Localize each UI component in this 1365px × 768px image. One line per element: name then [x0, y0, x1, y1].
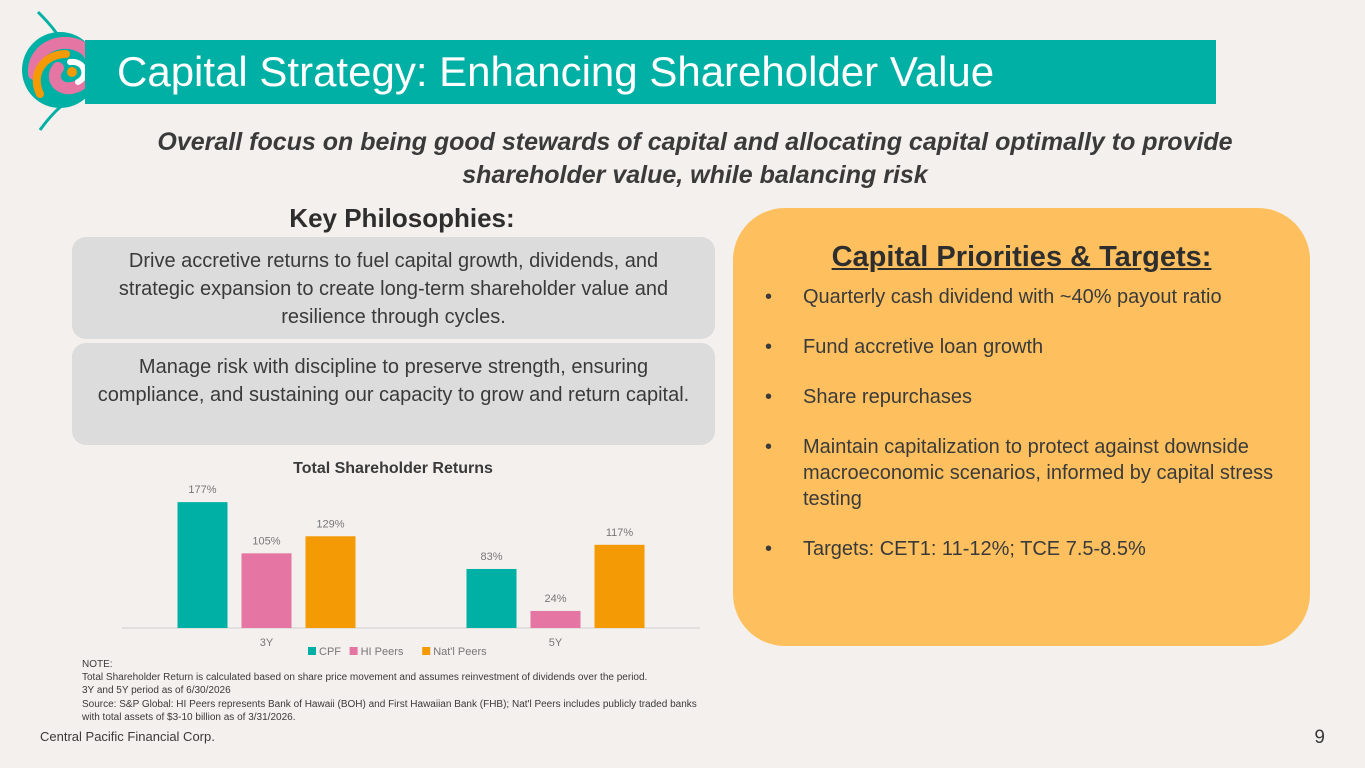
- priority-text: Fund accretive loan growth: [803, 336, 1044, 358]
- bullet-icon: •: [765, 336, 773, 358]
- priority-item: • Fund accretive loan growth: [765, 334, 1285, 360]
- priority-text: Share repurchases: [803, 386, 972, 408]
- priorities-list: • Quarterly cash dividend with ~40% payo…: [765, 284, 1285, 586]
- legend-label: CPF: [319, 646, 341, 658]
- x-tick-label: 5Y: [549, 637, 563, 649]
- bar: [530, 610, 581, 628]
- note-line: Total Shareholder Return is calculated b…: [82, 672, 648, 684]
- data-label: 105%: [252, 535, 280, 547]
- priority-item: • Share repurchases: [765, 384, 1285, 410]
- legend-swatch: [422, 647, 431, 655]
- priority-item: • Maintain capitalization to protect aga…: [765, 434, 1285, 512]
- note-line: NOTE:: [82, 659, 113, 670]
- data-label: 177%: [188, 484, 216, 496]
- chart-title: Total Shareholder Returns: [293, 460, 493, 477]
- tsr-bar-chart: Total Shareholder Returns 177% 105% 129% 3Y 8…: [122, 460, 700, 658]
- data-label: 129%: [316, 518, 344, 530]
- priorities-panel: Capital Priorities & Targets: • Quarterl…: [733, 208, 1310, 646]
- bar: [177, 502, 228, 628]
- legend-label: HI Peers: [361, 646, 404, 658]
- bar: [594, 544, 645, 628]
- legend-swatch: [308, 647, 316, 655]
- priorities-heading: Capital Priorities & Targets:: [831, 241, 1212, 273]
- priority-text: Maintain capitalization to protect again…: [803, 436, 1274, 510]
- bullet-icon: •: [765, 386, 773, 408]
- subtitle-line-2: shareholder value, while balancing risk: [462, 161, 928, 189]
- legend-swatch: [349, 647, 358, 655]
- footnote: NOTE: Total Shareholder Return is calcul…: [82, 658, 762, 724]
- title-bar: [85, 40, 1216, 104]
- subtitle: Overall focus on being good stewards of …: [110, 126, 1280, 192]
- priority-item: • Quarterly cash dividend with ~40% payo…: [765, 284, 1285, 310]
- priority-text: Quarterly cash dividend with ~40% payout…: [803, 286, 1222, 308]
- priority-text: Targets: CET1: 11-12%; TCE 7.5-8.5%: [803, 538, 1146, 560]
- philosophies-heading: Key Philosophies:: [289, 203, 515, 233]
- bar: [466, 568, 517, 628]
- data-label: 24%: [544, 593, 566, 605]
- philosophy-box-1: Drive accretive returns to fuel capital …: [72, 237, 715, 339]
- note-line: Source: S&P Global: HI Peers represents …: [82, 698, 697, 710]
- legend-label: Nat'l Peers: [433, 646, 487, 658]
- philosophy-box-2: Manage risk with discipline to preserve …: [72, 343, 715, 445]
- page-number: 9: [1314, 727, 1325, 748]
- bar: [241, 553, 292, 628]
- note-line: with total assets of $3-10 billion as of…: [82, 711, 296, 723]
- priority-item: • Targets: CET1: 11-12%; TCE 7.5-8.5%: [765, 536, 1285, 562]
- subtitle-line-1: Overall focus on being good stewards of …: [157, 128, 1233, 156]
- data-label: 117%: [606, 527, 634, 539]
- note-line: 3Y and 5Y period as of 6/30/2026: [82, 685, 231, 697]
- data-label: 83%: [480, 551, 502, 563]
- footer-company: Central Pacific Financial Corp.: [40, 729, 215, 744]
- bullet-icon: •: [765, 436, 773, 458]
- x-tick-label: 3Y: [260, 637, 274, 649]
- bullet-icon: •: [765, 538, 773, 560]
- bullet-icon: •: [765, 286, 773, 308]
- page-title: Capital Strategy: Enhancing Shareholder …: [117, 48, 995, 95]
- bar: [305, 536, 356, 628]
